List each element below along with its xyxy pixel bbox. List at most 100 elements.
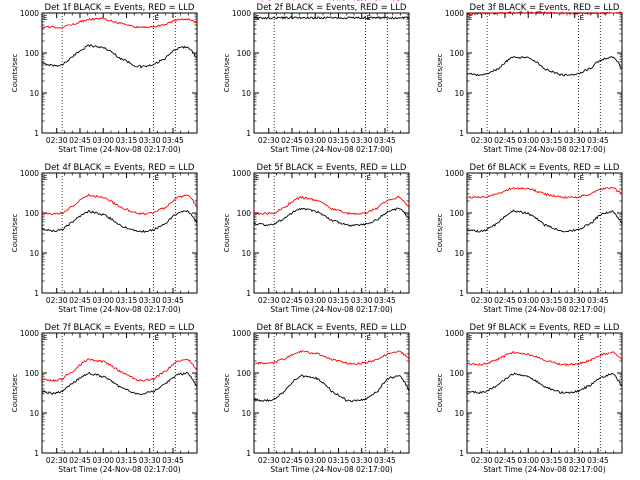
x-tick-label: 02:45 <box>69 296 91 305</box>
y-tick-label: 1000 <box>20 9 39 18</box>
y-axis-label: Counts/sec <box>436 54 444 93</box>
y-tick-label: 100 <box>237 49 252 58</box>
flag-glyph: E <box>468 334 472 342</box>
x-tick-label: 03:45 <box>374 136 396 145</box>
x-tick-label: 02:45 <box>281 136 303 145</box>
y-tick-label: 1 <box>459 129 464 138</box>
y-tick-label: 10 <box>454 89 464 98</box>
x-tick-label: 02:45 <box>69 136 91 145</box>
y-tick-label: 1000 <box>232 169 251 178</box>
x-axis-label: Start Time (24-Nov-08 02:17:00) <box>58 145 180 154</box>
x-tick-label: 03:00 <box>92 456 114 465</box>
x-axis-label: Start Time (24-Nov-08 02:17:00) <box>58 465 180 474</box>
x-tick-label: 03:00 <box>304 296 326 305</box>
y-axis-label: Counts/sec <box>223 54 231 93</box>
panel-title: Det 1f BLACK = Events, RED = LLD <box>45 3 195 13</box>
y-tick-label: 100 <box>450 49 465 58</box>
flag-glyph: E <box>580 334 584 342</box>
x-tick-label: 03:30 <box>564 456 586 465</box>
y-tick-label: 1 <box>246 129 251 138</box>
x-tick-label: 03:45 <box>374 456 396 465</box>
panel-det-1f: Det 1f BLACK = Events, RED = LLD 1 10 100 10… <box>11 3 198 154</box>
x-tick-label: 03:00 <box>517 136 539 145</box>
y-tick-label: 100 <box>450 209 465 218</box>
y-tick-label: 1000 <box>20 169 39 178</box>
series-line-events <box>41 210 198 234</box>
y-axis-label: Counts/sec <box>11 54 19 93</box>
series-line-lld <box>42 17 198 29</box>
flag-glyph: E <box>367 334 371 342</box>
y-axis-label: Counts/sec <box>11 374 19 413</box>
y-tick-label: 1000 <box>445 169 464 178</box>
x-axis-label: Start Time (24-Nov-08 02:17:00) <box>483 465 605 474</box>
panel-title: Det 9f BLACK = Events, RED = LLD <box>470 323 620 333</box>
y-tick-label: 100 <box>25 209 40 218</box>
y-tick-label: 100 <box>25 49 40 58</box>
x-tick-label: 02:45 <box>281 456 303 465</box>
y-tick-label: 10 <box>454 249 464 258</box>
y-tick-label: 10 <box>29 89 39 98</box>
x-tick-label: 03:15 <box>116 136 138 145</box>
series-line-events <box>253 374 410 403</box>
y-tick-label: 1 <box>246 289 251 298</box>
panel-det-5f: Det 5f BLACK = Events, RED = LLD 1 10 100 10… <box>223 163 410 314</box>
panel-title: Det 3f BLACK = Events, RED = LLD <box>470 3 620 13</box>
x-tick-label: 03:30 <box>564 136 586 145</box>
y-tick-label: 1 <box>34 129 39 138</box>
flag-glyph: E <box>468 174 472 182</box>
flag-glyph: E <box>468 14 472 22</box>
x-tick-label: 03:00 <box>92 136 114 145</box>
y-tick-label: 1000 <box>232 329 251 338</box>
y-tick-label: 10 <box>29 409 39 418</box>
y-tick-label: 1000 <box>445 329 464 338</box>
y-tick-label: 1000 <box>445 9 464 18</box>
x-tick-label: 02:30 <box>258 456 280 465</box>
axes-box <box>41 332 198 454</box>
series-line-lld <box>466 10 623 16</box>
series-line-lld <box>254 195 410 216</box>
y-axis-label: Counts/sec <box>436 214 444 253</box>
y-tick-label: 1 <box>34 449 39 458</box>
y-axis-label: Counts/sec <box>11 214 19 253</box>
panel-det-6f: Det 6f BLACK = Events, RED = LLD 1 10 100 10… <box>436 163 623 314</box>
x-tick-label: 02:45 <box>69 456 91 465</box>
x-tick-label: 02:30 <box>46 296 68 305</box>
y-tick-label: 100 <box>25 369 40 378</box>
x-tick-label: 03:45 <box>587 456 609 465</box>
x-tick-label: 03:30 <box>564 296 586 305</box>
x-axis-label: Start Time (24-Nov-08 02:17:00) <box>483 145 605 154</box>
x-tick-label: 03:30 <box>351 296 373 305</box>
series-line-events <box>253 207 410 227</box>
panel-det-8f: Det 8f BLACK = Events, RED = LLD 1 10 100 10… <box>223 323 410 474</box>
panel-title: Det 5f BLACK = Events, RED = LLD <box>257 163 407 173</box>
x-tick-label: 03:45 <box>162 296 184 305</box>
x-tick-label: 02:45 <box>494 296 516 305</box>
x-tick-label: 03:15 <box>116 456 138 465</box>
x-tick-label: 03:45 <box>587 296 609 305</box>
x-tick-label: 03:00 <box>304 136 326 145</box>
y-axis-label: Counts/sec <box>223 214 231 253</box>
x-tick-label: 02:45 <box>281 296 303 305</box>
y-tick-label: 1 <box>459 289 464 298</box>
x-tick-label: 03:15 <box>328 136 350 145</box>
panel-det-2f: Det 2f BLACK = Events, RED = LLD 1 10 100 10… <box>223 0 410 154</box>
y-axis-label: Counts/sec <box>223 374 231 413</box>
panel-title: Det 8f BLACK = Events, RED = LLD <box>257 323 407 333</box>
series-line-events <box>41 371 198 396</box>
x-tick-label: 02:30 <box>258 296 280 305</box>
axes-box <box>253 332 410 454</box>
series-line-events <box>253 16 410 20</box>
panel-det-3f: Det 3f BLACK = Events, RED = LLD 1 10 100 10… <box>436 3 623 154</box>
flag-glyph: E <box>580 14 584 22</box>
panel-title: Det 6f BLACK = Events, RED = LLD <box>470 163 620 173</box>
y-tick-label: 10 <box>29 249 39 258</box>
x-tick-label: 02:45 <box>494 136 516 145</box>
x-tick-label: 02:30 <box>46 456 68 465</box>
x-tick-label: 03:15 <box>116 296 138 305</box>
x-tick-label: 03:15 <box>541 296 563 305</box>
flag-glyph: E <box>255 174 259 182</box>
axes-box <box>466 172 623 294</box>
y-tick-label: 1 <box>34 289 39 298</box>
flag-glyph: E <box>367 174 371 182</box>
x-axis-label: Start Time (24-Nov-08 02:17:00) <box>270 465 392 474</box>
